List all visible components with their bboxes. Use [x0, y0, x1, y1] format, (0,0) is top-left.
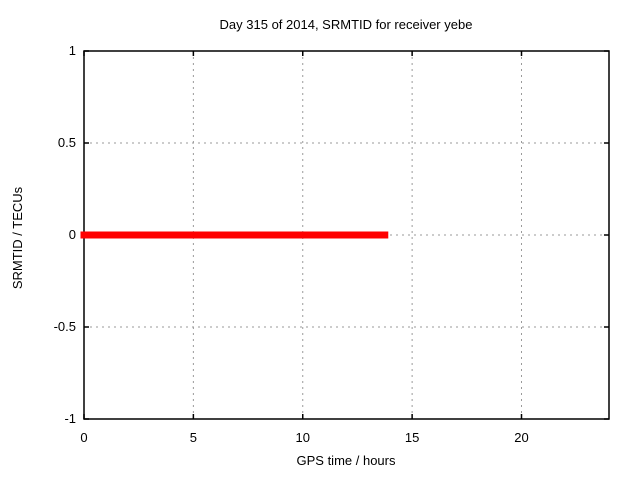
y-tick-label-0: 0: [69, 227, 76, 242]
plot-area: 0 5 10 15 20 -1 -0.5 0 0.5 1: [54, 43, 610, 445]
y-axis-label: SRMTID / TECUs: [10, 186, 25, 289]
y-tick-label-0.5: 0.5: [58, 135, 76, 150]
x-tick-label-5: 5: [190, 430, 197, 445]
y-tick-label--0.5: -0.5: [54, 319, 76, 334]
chart-title: Day 315 of 2014, SRMTID for receiver yeb…: [220, 17, 473, 32]
x-tick-label-15: 15: [405, 430, 419, 445]
y-tick-label--1: -1: [64, 411, 76, 426]
x-tick-label-20: 20: [514, 430, 528, 445]
y-tick-label-1: 1: [69, 43, 76, 58]
x-axis-label: GPS time / hours: [297, 453, 396, 468]
x-tick-label-0: 0: [80, 430, 87, 445]
x-tick-label-10: 10: [296, 430, 310, 445]
